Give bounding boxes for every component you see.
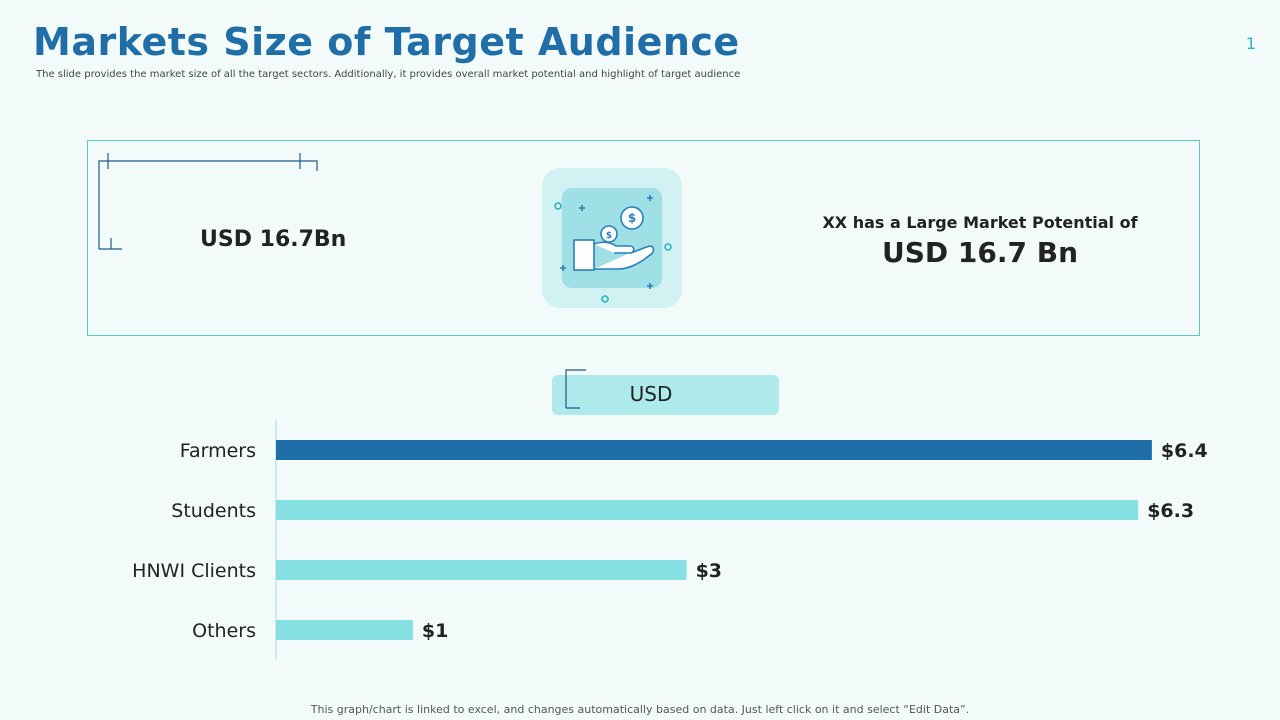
page-subtitle: The slide provides the market size of al… [36, 69, 741, 80]
corner-bracket-decoration [98, 153, 318, 250]
bar-farmers [276, 440, 1152, 460]
page-title: Markets Size of Target Audience [33, 20, 740, 64]
bar-value-label: $6.4 [1161, 440, 1208, 462]
pill-bracket-decoration [565, 369, 586, 409]
market-size-value: USD 16.7Bn [200, 227, 347, 252]
page-number: 1 [1245, 34, 1256, 53]
market-size-bar-chart: Farmers $6.4 Students $6.3 HNWI Clients $3 Oth… [132, 420, 1208, 660]
market-potential-label: XX has a Large Market Potential of [822, 213, 1138, 232]
money-hand-icon: $ $ [554, 195, 672, 303]
coin-dollar-small: $ [606, 231, 612, 241]
footer-note: This graph/chart is linked to excel, and… [310, 703, 970, 716]
bar-hnwi-clients [276, 560, 687, 580]
chart-label-text: USD [629, 382, 673, 406]
market-potential-value: USD 16.7 Bn [882, 236, 1078, 269]
coin-dollar-large: $ [628, 211, 636, 225]
category-label: HNWI Clients [132, 560, 256, 582]
bar-value-label: $3 [696, 560, 722, 582]
category-label: Farmers [180, 440, 256, 462]
bar-value-label: $1 [422, 620, 448, 642]
category-label: Students [171, 500, 256, 522]
bar-others [276, 620, 413, 640]
chart-label-pill [552, 375, 779, 415]
bar-students [276, 500, 1139, 520]
summary-panel [87, 140, 1200, 336]
bar-value-label: $6.3 [1147, 500, 1194, 522]
category-label: Others [192, 620, 256, 642]
